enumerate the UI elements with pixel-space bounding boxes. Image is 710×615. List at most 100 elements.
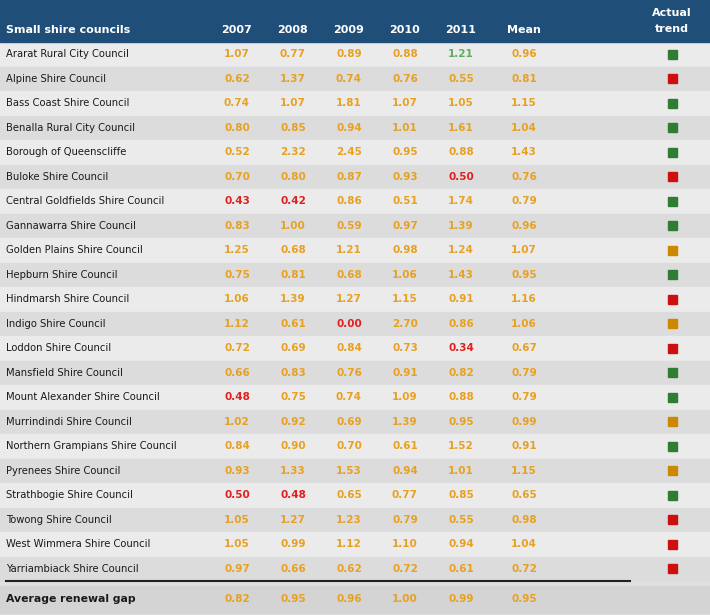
Text: 0.96: 0.96 bbox=[337, 595, 362, 605]
Bar bbox=[667, 270, 677, 279]
Text: 0.82: 0.82 bbox=[448, 368, 474, 378]
Bar bbox=[0, 410, 710, 434]
Bar bbox=[0, 287, 710, 312]
Bar bbox=[667, 295, 677, 304]
Text: 0.67: 0.67 bbox=[511, 343, 537, 353]
Text: 0.83: 0.83 bbox=[280, 368, 306, 378]
Text: 0.95: 0.95 bbox=[448, 417, 474, 427]
Text: 0.89: 0.89 bbox=[337, 49, 362, 59]
Text: Small shire councils: Small shire councils bbox=[6, 25, 130, 35]
Text: 1.61: 1.61 bbox=[448, 123, 474, 133]
Text: 0.84: 0.84 bbox=[336, 343, 362, 353]
Text: 0.76: 0.76 bbox=[336, 368, 362, 378]
Bar bbox=[667, 491, 677, 500]
Text: 0.85: 0.85 bbox=[280, 123, 306, 133]
Text: 1.15: 1.15 bbox=[392, 294, 418, 304]
Text: 0.91: 0.91 bbox=[511, 441, 537, 451]
Text: 0.90: 0.90 bbox=[280, 441, 306, 451]
Text: 1.12: 1.12 bbox=[224, 319, 250, 329]
Text: 0.82: 0.82 bbox=[224, 595, 250, 605]
Text: 0.48: 0.48 bbox=[224, 392, 250, 402]
Text: Buloke Shire Council: Buloke Shire Council bbox=[6, 172, 108, 182]
Text: 0.79: 0.79 bbox=[392, 515, 418, 525]
Text: 0.76: 0.76 bbox=[511, 172, 537, 182]
Bar bbox=[667, 197, 677, 206]
Text: Gannawarra Shire Council: Gannawarra Shire Council bbox=[6, 221, 136, 231]
Text: 0.96: 0.96 bbox=[511, 221, 537, 231]
Text: 0.99: 0.99 bbox=[511, 417, 537, 427]
Text: 2011: 2011 bbox=[446, 25, 476, 35]
Text: 1.05: 1.05 bbox=[224, 539, 250, 549]
Bar bbox=[667, 344, 677, 353]
Bar bbox=[0, 140, 710, 164]
Text: 1.74: 1.74 bbox=[448, 196, 474, 206]
Text: 0.62: 0.62 bbox=[224, 74, 250, 84]
Bar bbox=[667, 564, 677, 573]
Text: 1.39: 1.39 bbox=[448, 221, 474, 231]
Text: Ararat Rural City Council: Ararat Rural City Council bbox=[6, 49, 129, 59]
Text: 0.62: 0.62 bbox=[336, 564, 362, 574]
Text: 0.76: 0.76 bbox=[392, 74, 418, 84]
Text: 0.34: 0.34 bbox=[448, 343, 474, 353]
Text: 0.70: 0.70 bbox=[224, 172, 250, 182]
Bar bbox=[667, 540, 677, 549]
Text: 0.72: 0.72 bbox=[511, 564, 537, 574]
Text: 0.99: 0.99 bbox=[280, 539, 306, 549]
Bar bbox=[667, 123, 677, 132]
Text: Mean: Mean bbox=[507, 25, 541, 35]
Text: 1.09: 1.09 bbox=[392, 392, 417, 402]
Text: Towong Shire Council: Towong Shire Council bbox=[6, 515, 111, 525]
Text: 1.07: 1.07 bbox=[392, 98, 418, 108]
Text: Bass Coast Shire Council: Bass Coast Shire Council bbox=[6, 98, 129, 108]
Text: 1.43: 1.43 bbox=[448, 270, 474, 280]
Text: Borough of Queenscliffe: Borough of Queenscliffe bbox=[6, 147, 126, 157]
Text: 0.69: 0.69 bbox=[280, 343, 306, 353]
Text: 0.74: 0.74 bbox=[336, 74, 362, 84]
Text: 1.21: 1.21 bbox=[448, 49, 474, 59]
Text: 0.77: 0.77 bbox=[280, 49, 306, 59]
Text: 2.45: 2.45 bbox=[336, 147, 362, 157]
Bar bbox=[0, 483, 710, 507]
Bar bbox=[0, 42, 710, 66]
Text: 0.77: 0.77 bbox=[392, 490, 418, 500]
Text: West Wimmera Shire Council: West Wimmera Shire Council bbox=[6, 539, 151, 549]
Text: 0.92: 0.92 bbox=[280, 417, 306, 427]
Text: 0.55: 0.55 bbox=[448, 515, 474, 525]
Bar bbox=[0, 459, 710, 483]
Text: 1.33: 1.33 bbox=[280, 466, 306, 476]
Text: 1.01: 1.01 bbox=[392, 123, 418, 133]
Bar bbox=[0, 213, 710, 238]
Text: trend: trend bbox=[655, 25, 689, 34]
Text: 0.95: 0.95 bbox=[392, 147, 417, 157]
Text: 0.79: 0.79 bbox=[511, 392, 537, 402]
Text: 0.80: 0.80 bbox=[280, 172, 306, 182]
Text: 0.61: 0.61 bbox=[448, 564, 474, 574]
Text: 1.05: 1.05 bbox=[224, 515, 250, 525]
Text: Murrindindi Shire Council: Murrindindi Shire Council bbox=[6, 417, 132, 427]
Text: 1.00: 1.00 bbox=[392, 595, 418, 605]
Text: Mount Alexander Shire Council: Mount Alexander Shire Council bbox=[6, 392, 160, 402]
Text: 0.73: 0.73 bbox=[392, 343, 418, 353]
Text: Pyrenees Shire Council: Pyrenees Shire Council bbox=[6, 466, 121, 476]
Text: 0.88: 0.88 bbox=[448, 392, 474, 402]
Bar bbox=[667, 99, 677, 108]
Bar bbox=[667, 417, 677, 426]
Text: 1.16: 1.16 bbox=[511, 294, 537, 304]
Bar bbox=[0, 66, 710, 91]
Bar bbox=[0, 434, 710, 459]
Text: 1.24: 1.24 bbox=[448, 245, 474, 255]
Text: 0.66: 0.66 bbox=[224, 368, 250, 378]
Text: 1.07: 1.07 bbox=[511, 245, 537, 255]
Text: 1.27: 1.27 bbox=[280, 515, 306, 525]
Bar bbox=[0, 385, 710, 410]
Text: 1.10: 1.10 bbox=[392, 539, 418, 549]
Text: 1.06: 1.06 bbox=[392, 270, 418, 280]
Text: 0.72: 0.72 bbox=[224, 343, 250, 353]
Bar bbox=[667, 74, 677, 83]
Bar bbox=[0, 263, 710, 287]
Text: Actual: Actual bbox=[652, 9, 692, 18]
Text: 1.81: 1.81 bbox=[336, 98, 362, 108]
Text: 1.27: 1.27 bbox=[336, 294, 362, 304]
Text: 0.96: 0.96 bbox=[511, 49, 537, 59]
Text: 0.68: 0.68 bbox=[280, 245, 306, 255]
